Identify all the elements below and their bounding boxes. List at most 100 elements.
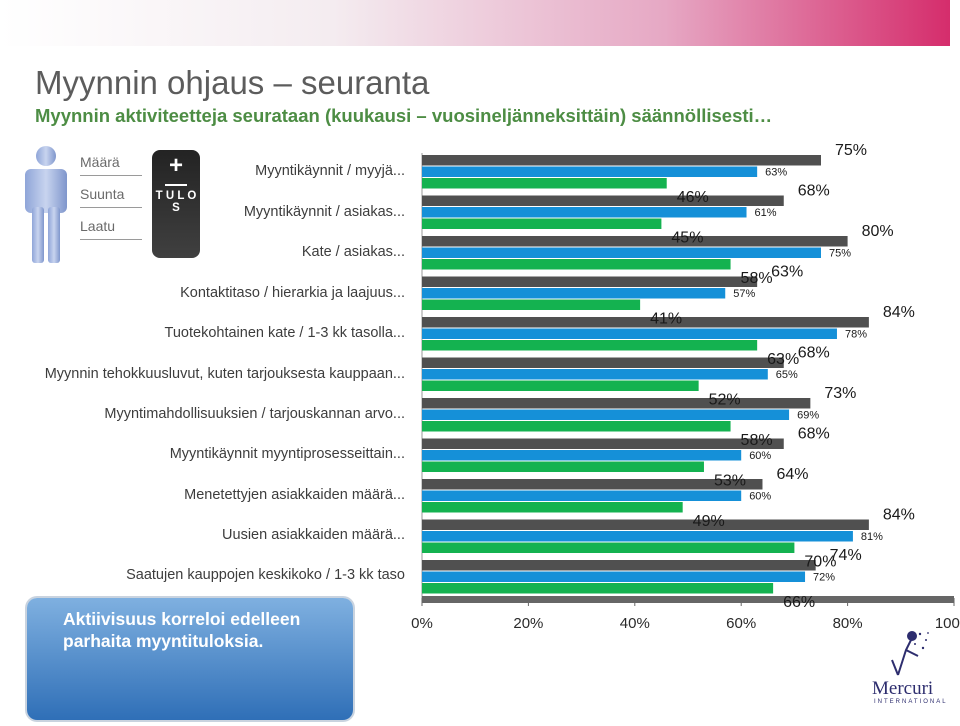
bar: [422, 502, 683, 513]
value-label: 68%: [798, 425, 830, 442]
category-label: Myyntimahdollisuuksien / tarjouskannan a…: [104, 406, 405, 422]
tulos-box: + T U L O S: [152, 150, 200, 258]
x-tick-label: 40%: [620, 615, 650, 632]
value-label: 66%: [783, 594, 815, 611]
category-label: Tuotekohtainen kate / 1-3 kk tasolla...: [164, 325, 405, 341]
legend-item-maara: Määrä: [80, 154, 120, 170]
category-label: Myyntikäynnit / myyjä...: [255, 163, 405, 179]
value-label: 46%: [677, 189, 709, 206]
callout-text: Aktiivisuus korreloi edelleen parhaita m…: [63, 609, 301, 651]
bar: [422, 299, 641, 310]
callout-box: Aktiivisuus korreloi edelleen parhaita m…: [27, 598, 353, 720]
category-label: Uusien asiakkaiden määrä...: [222, 527, 405, 543]
value-label: 63%: [771, 263, 803, 280]
value-label: 73%: [824, 385, 856, 402]
value-label: 72%: [813, 571, 835, 583]
bar: [422, 560, 816, 571]
bar: [422, 450, 742, 461]
bar: [422, 340, 758, 351]
bar: [422, 218, 662, 229]
mercuri-logo: [891, 631, 929, 676]
value-label: 69%: [797, 409, 819, 421]
tulos-label: T U L O S: [155, 190, 197, 214]
bar: [422, 195, 784, 206]
value-label: 75%: [835, 142, 867, 159]
bar: [422, 178, 667, 189]
value-label: 65%: [776, 369, 798, 381]
value-label: 61%: [755, 207, 777, 219]
legend-divider: [80, 207, 142, 208]
value-label: 58%: [741, 270, 773, 287]
x-axis-bar: [422, 596, 954, 603]
person-icon: [25, 146, 67, 263]
value-label: 41%: [650, 310, 682, 327]
bar: [422, 328, 837, 339]
x-tick-label: 60%: [726, 615, 756, 632]
bar: [422, 207, 747, 218]
value-label: 64%: [776, 466, 808, 483]
bar: [422, 288, 726, 299]
bar: [422, 357, 784, 368]
legend-item-laatu: Laatu: [80, 218, 116, 234]
x-tick-label: 100%: [935, 615, 960, 632]
bar: [422, 155, 821, 166]
plus-icon: +: [168, 152, 183, 179]
value-label: 80%: [862, 223, 894, 240]
page-subtitle: Myynnin aktiviteetteja seurataan (kuukau…: [35, 105, 773, 126]
value-label: 70%: [804, 553, 836, 570]
x-tick-label: 20%: [513, 615, 543, 632]
bar: [422, 247, 821, 258]
value-label: 45%: [671, 229, 703, 246]
bar: [422, 490, 742, 501]
bar: [422, 479, 763, 490]
bar: [422, 583, 774, 594]
category-label: Kate / asiakas...: [301, 244, 405, 260]
bar: [422, 461, 704, 472]
bar: [422, 276, 758, 287]
bar: [422, 542, 795, 553]
value-label: 68%: [798, 344, 830, 361]
value-label: 53%: [714, 472, 746, 489]
x-tick-label: 0%: [411, 615, 433, 632]
value-label: 68%: [798, 182, 830, 199]
value-label: 63%: [767, 351, 799, 368]
value-label: 60%: [749, 490, 771, 502]
bar: [422, 236, 848, 247]
bar: [422, 421, 731, 432]
logo-name: Mercuri: [872, 678, 934, 699]
tulos-divider: [165, 184, 187, 186]
bar: [422, 571, 806, 582]
value-label: 58%: [741, 432, 773, 449]
value-label: 57%: [733, 288, 755, 300]
value-label: 81%: [861, 531, 883, 543]
logo-subtitle: INTERNATIONAL: [874, 699, 948, 705]
legend-divider: [80, 239, 142, 240]
category-label: Myyntikäynnit / asiakas...: [243, 204, 405, 220]
bar: [422, 380, 699, 391]
value-label: 75%: [829, 247, 851, 259]
bar: [422, 369, 768, 380]
value-label: 60%: [749, 450, 771, 462]
value-label: 63%: [765, 166, 787, 178]
category-label: Kontaktitaso / hierarkia ja laajuus...: [180, 285, 405, 301]
category-label: Saatujen kauppojen keskikoko / 1-3 kk ta…: [126, 567, 405, 583]
category-label: Myyntikäynnit myyntiprosesseittain...: [169, 446, 405, 462]
bar: [422, 398, 811, 409]
legend-item-suunta: Suunta: [80, 186, 125, 202]
bar: [422, 519, 869, 530]
value-label: 84%: [883, 304, 915, 321]
header-gradient-bar: [0, 0, 950, 46]
category-label: Menetettyjen asiakkaiden määrä...: [184, 487, 405, 503]
page-title: Myynnin ohjaus – seuranta: [35, 64, 430, 101]
bar: [422, 531, 853, 542]
bar: [422, 259, 731, 270]
bar: [422, 317, 869, 328]
bar: [422, 166, 758, 177]
x-tick-label: 80%: [833, 615, 863, 632]
value-label: 52%: [709, 391, 741, 408]
value-label: 49%: [693, 513, 725, 530]
category-label: Myynnin tehokkuusluvut, kuten tarjoukses…: [44, 366, 405, 382]
bar: [422, 438, 784, 449]
legend-divider: [80, 175, 142, 176]
